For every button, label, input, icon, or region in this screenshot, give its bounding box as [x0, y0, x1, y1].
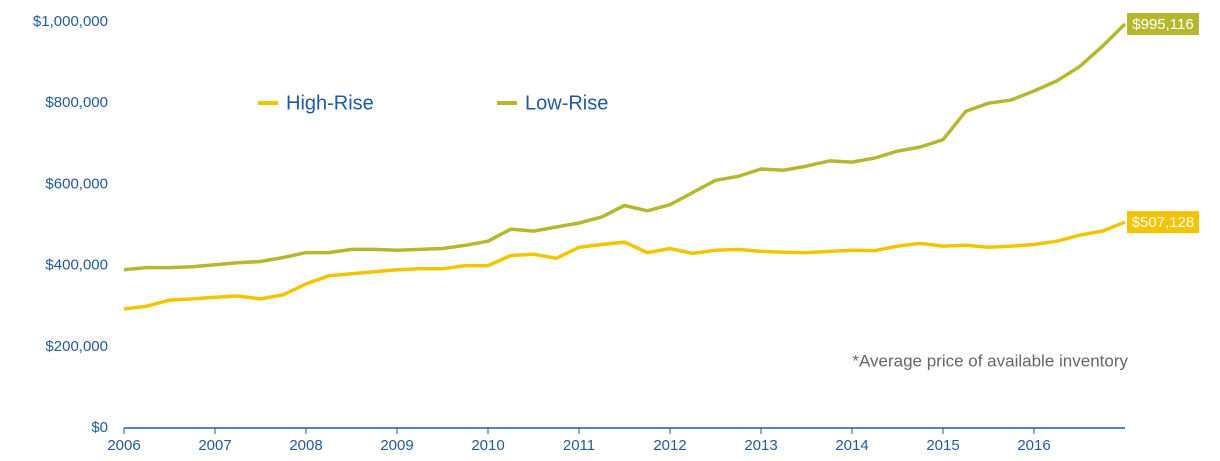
series-line	[123, 22, 1127, 272]
y-tick-label: $0	[91, 419, 108, 436]
series-line	[123, 220, 1126, 311]
x-tick-label: 2006	[107, 437, 140, 454]
x-tick-label: 2009	[380, 437, 413, 454]
x-tick-label: 2016	[1017, 437, 1050, 454]
legend-label: Low-Rise	[525, 92, 608, 114]
x-tick-label: 2011	[563, 437, 595, 454]
x-tick-label: 2007	[198, 437, 231, 454]
value-label: $995,116	[1132, 16, 1193, 33]
y-tick-label: $800,000	[45, 94, 108, 111]
x-tick-label: 2014	[835, 437, 868, 454]
x-tick-label: 2015	[926, 437, 959, 454]
y-tick-label: $1,000,000	[33, 13, 108, 30]
x-tick-label: 2012	[653, 437, 686, 454]
x-tick-label: 2008	[289, 437, 322, 454]
x-tick-label: 2013	[744, 437, 777, 454]
annotation: *Average price of available inventory	[852, 351, 1128, 370]
legend-label: High-Rise	[286, 92, 374, 114]
value-label: $507,128	[1132, 214, 1195, 231]
value-label-box	[1127, 12, 1199, 35]
x-tick-label: 2010	[471, 437, 504, 454]
value-label-box	[1127, 211, 1199, 234]
y-tick-label: $200,000	[45, 338, 108, 355]
y-tick-label: $600,000	[45, 175, 108, 192]
y-tick-label: $400,000	[45, 257, 108, 274]
